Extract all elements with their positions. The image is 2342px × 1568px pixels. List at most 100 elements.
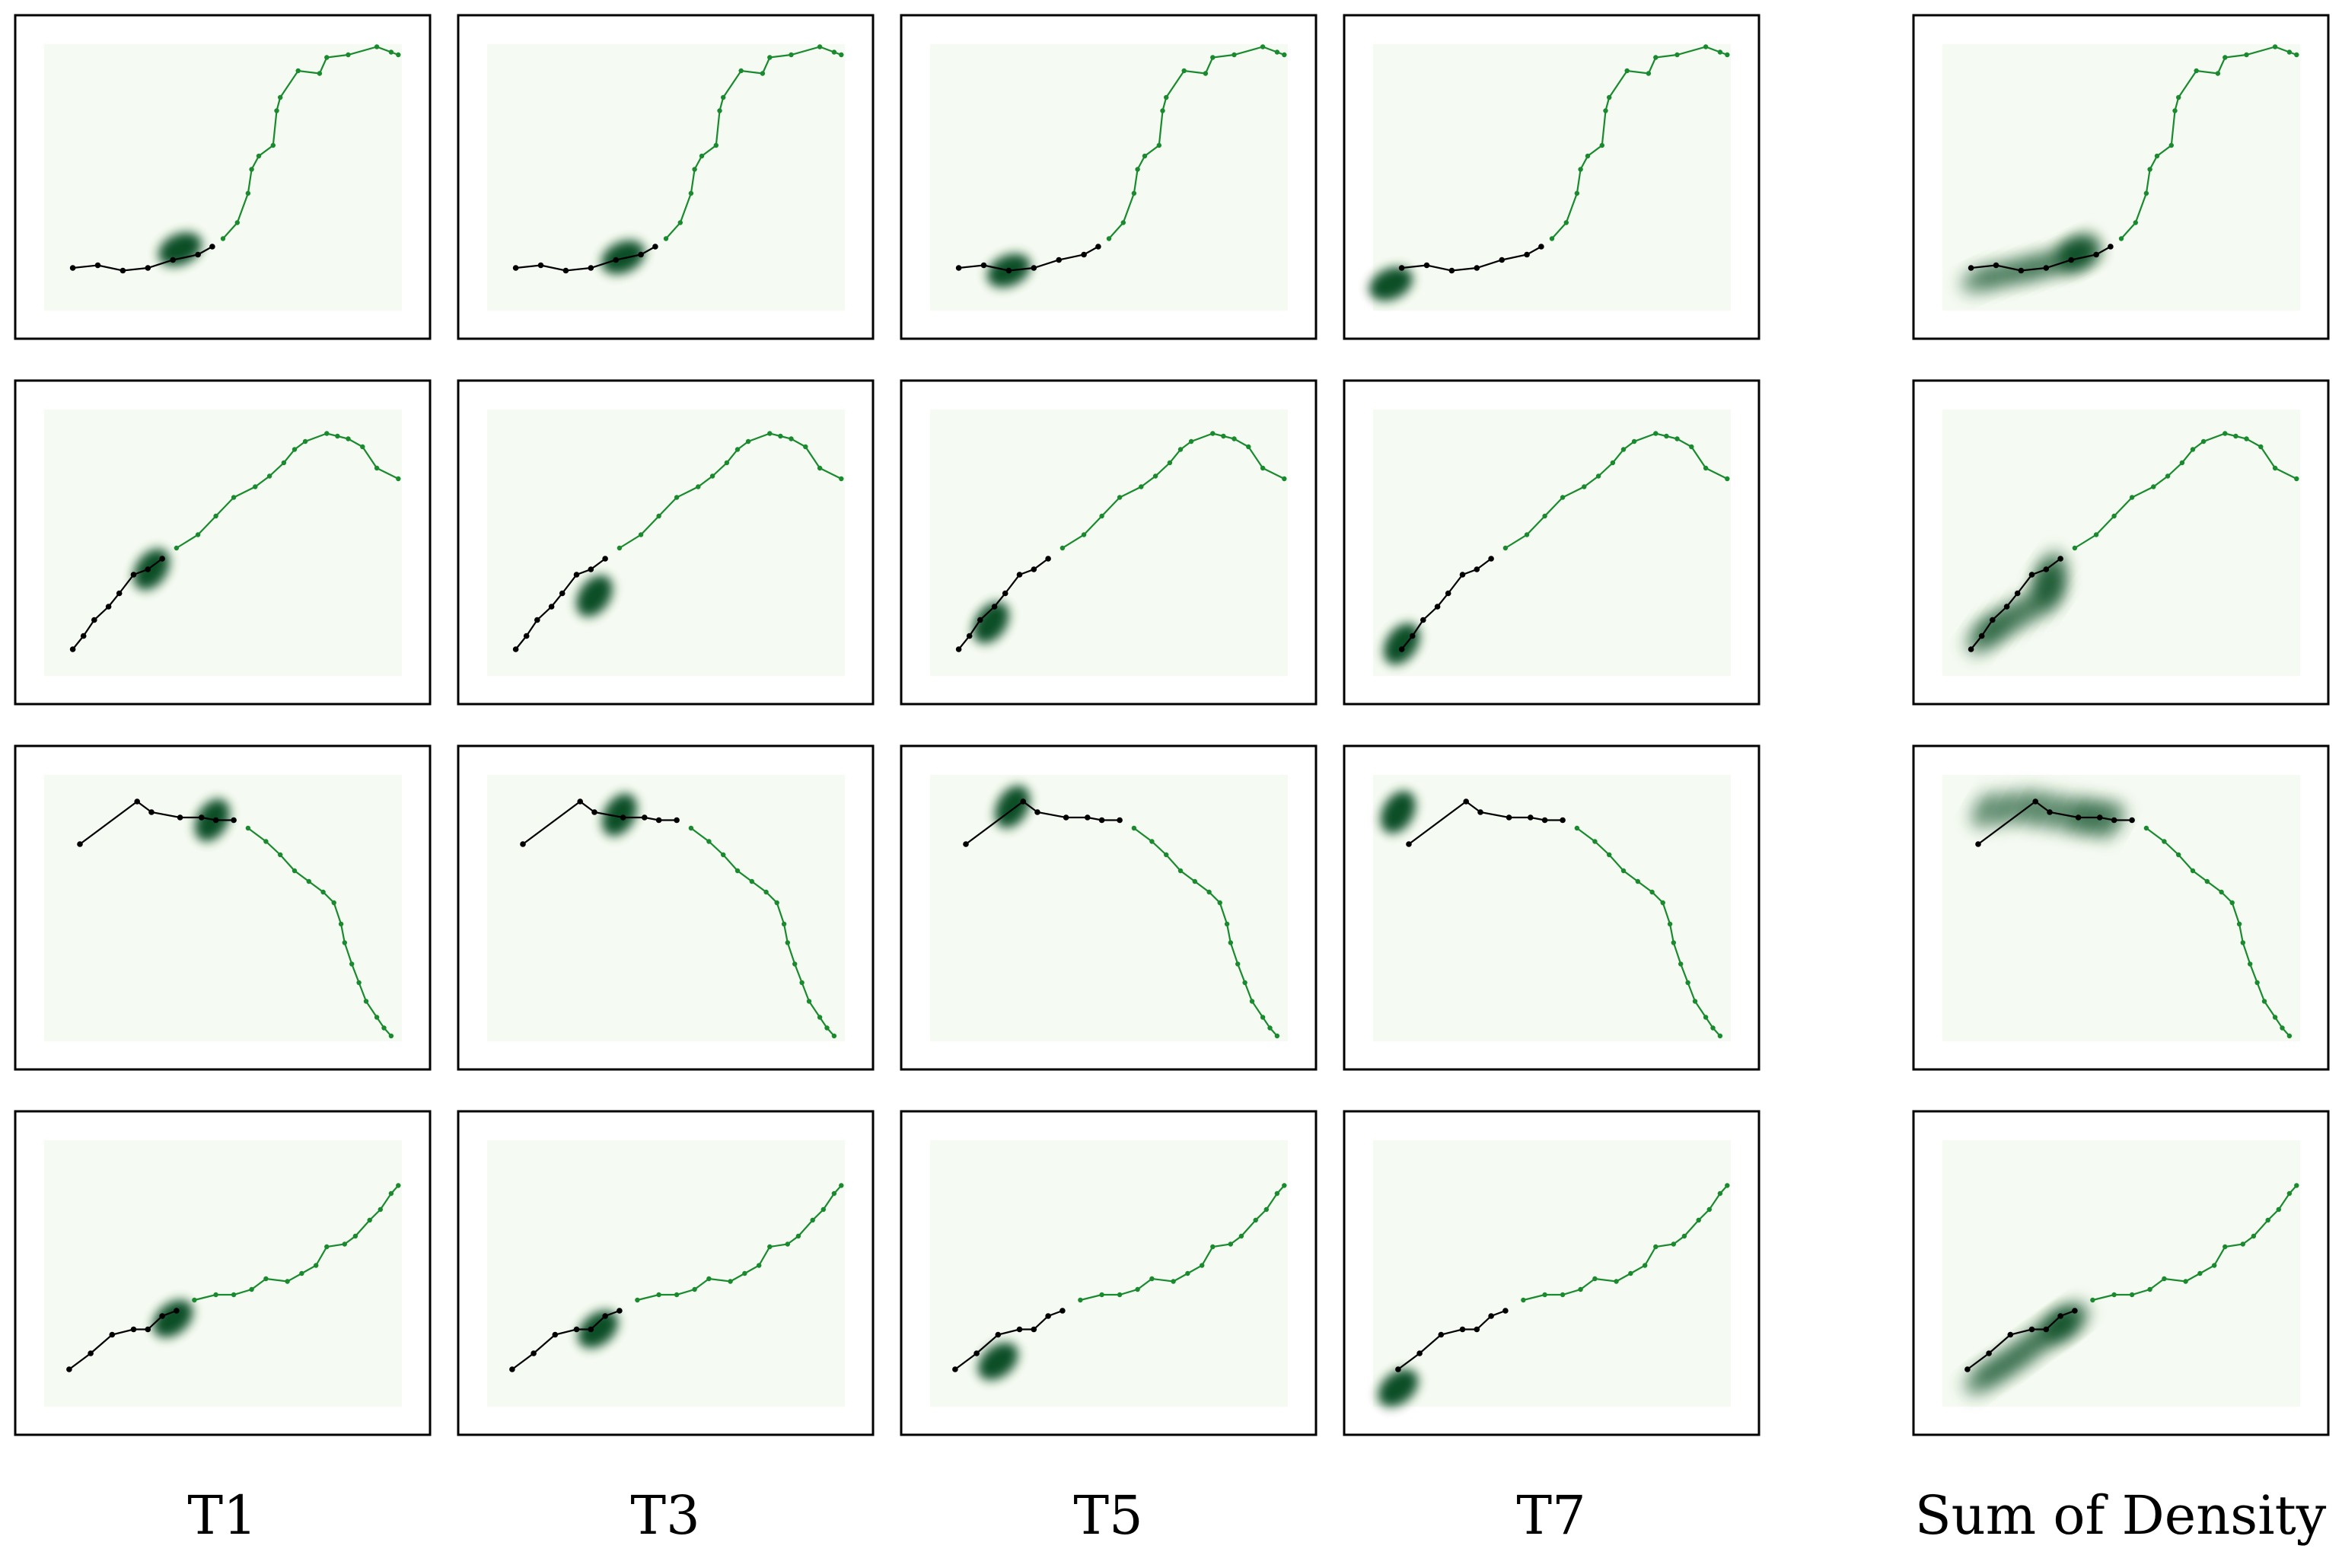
future-trajectory-point — [356, 980, 362, 986]
observed-trajectory-point — [212, 817, 219, 824]
observed-trajectory-point — [588, 566, 594, 572]
future-trajectory-point — [2133, 220, 2138, 225]
panel-row4-col3 — [900, 1110, 1318, 1436]
plot-area — [930, 44, 1288, 311]
plot-area — [487, 410, 845, 676]
future-trajectory-point — [1263, 1206, 1270, 1213]
future-trajectory-point — [1228, 1241, 1234, 1247]
future-trajectory-point — [806, 999, 812, 1004]
observed-trajectory-point — [2043, 265, 2050, 271]
future-trajectory-point — [1238, 1233, 1244, 1239]
future-trajectory-point — [1206, 889, 1212, 895]
future-trajectory-point — [1631, 438, 1637, 445]
future-trajectory-point — [1610, 460, 1616, 466]
observed-trajectory-point — [2007, 1331, 2014, 1338]
future-trajectory-point — [1595, 473, 1601, 479]
future-trajectory-point — [1560, 495, 1566, 500]
future-trajectory-point — [349, 961, 355, 967]
observed-trajectory-point — [652, 244, 658, 250]
future-trajectory-point — [1717, 1033, 1723, 1039]
plot-area — [44, 44, 402, 311]
future-trajectory-point — [2176, 852, 2181, 858]
future-trajectory-point — [1078, 1297, 1083, 1303]
future-trajectory-point — [281, 460, 287, 466]
future-trajectory-point — [2172, 108, 2178, 113]
future-trajectory-point — [213, 513, 218, 519]
observed-trajectory-point — [573, 572, 580, 578]
future-trajectory-point — [2154, 153, 2160, 159]
future-trajectory-point — [2129, 495, 2135, 500]
observed-trajectory-point — [1406, 841, 1412, 847]
future-trajectory-point — [1549, 236, 1555, 241]
future-trajectory-point — [831, 1190, 837, 1197]
future-trajectory-point — [2162, 1276, 2167, 1282]
future-trajectory-point — [1624, 68, 1630, 74]
future-trajectory-point — [302, 438, 308, 445]
observed-trajectory-point — [1488, 556, 1494, 562]
observed-trajectory-point — [1031, 265, 1037, 271]
observed-trajectory-point — [159, 1313, 165, 1319]
observed-trajectory-point — [1117, 817, 1123, 824]
observed-trajectory-point — [105, 604, 112, 610]
future-trajectory-point — [2143, 190, 2149, 196]
future-trajectory-point — [2200, 438, 2207, 445]
observed-trajectory-point — [2003, 604, 2010, 610]
future-trajectory-point — [2176, 94, 2181, 100]
observed-trajectory-point — [1964, 1366, 1971, 1372]
future-trajectory-point — [2129, 1292, 2135, 1298]
panel-row1-col5 — [1912, 14, 2330, 340]
observed-trajectory-point — [1438, 1331, 1445, 1338]
future-trajectory-point — [2286, 1190, 2293, 1197]
panel-row1-col4 — [1343, 14, 1760, 340]
future-trajectory-point — [767, 55, 773, 60]
observed-trajectory-point — [1059, 1308, 1066, 1314]
future-trajectory-point — [1678, 961, 1684, 967]
future-trajectory-point — [1646, 71, 1652, 76]
future-trajectory-point — [2223, 55, 2228, 60]
observed-trajectory-point — [1034, 809, 1040, 815]
future-trajectory-point — [1542, 513, 1547, 519]
future-trajectory-point — [820, 1206, 827, 1213]
observed-trajectory-point — [591, 809, 597, 815]
future-trajectory-point — [374, 465, 380, 471]
future-trajectory-point — [2147, 1286, 2152, 1292]
observed-trajectory-point — [209, 244, 215, 250]
future-trajectory-point — [692, 167, 697, 172]
future-trajectory-point — [638, 532, 644, 537]
future-trajectory-point — [174, 545, 180, 551]
future-trajectory-point — [256, 153, 262, 159]
future-trajectory-point — [2265, 1217, 2270, 1223]
future-trajectory-point — [1260, 465, 1266, 471]
future-trajectory-point — [245, 825, 251, 831]
density-blob — [158, 232, 202, 266]
observed-trajectory-point — [174, 1308, 180, 1314]
future-trajectory-point — [1706, 1206, 1712, 1213]
observed-trajectory-point — [577, 798, 583, 805]
observed-trajectory-point — [2068, 257, 2074, 263]
density-blob — [977, 1342, 1018, 1381]
future-trajectory-point — [674, 1292, 680, 1298]
future-trajectory-point — [709, 473, 715, 479]
future-trajectory-point — [1717, 1190, 1723, 1197]
observed-trajectory-point — [1502, 1308, 1509, 1314]
observed-trajectory-point — [617, 1308, 623, 1314]
panel-row3-col1 — [14, 744, 432, 1071]
density-blob — [1380, 791, 1416, 833]
future-trajectory-point — [1592, 1276, 1598, 1282]
future-trajectory-point — [1210, 1244, 1216, 1250]
future-trajectory-point — [263, 839, 269, 844]
plot-area — [1373, 410, 1731, 676]
future-trajectory-point — [1717, 49, 1723, 55]
future-trajectory-point — [677, 220, 683, 225]
future-trajectory-point — [817, 465, 823, 471]
future-trajectory-point — [734, 447, 741, 452]
observed-trajectory-point — [952, 1366, 958, 1372]
future-trajectory-point — [388, 1033, 394, 1039]
future-trajectory-point — [299, 1270, 304, 1276]
observed-trajectory-point — [1095, 244, 1101, 250]
future-trajectory-point — [331, 900, 336, 906]
future-trajectory-point — [2272, 465, 2278, 471]
observed-trajectory-point — [548, 604, 555, 610]
future-trajectory-point — [278, 94, 283, 100]
future-trajectory-point — [2219, 889, 2224, 895]
